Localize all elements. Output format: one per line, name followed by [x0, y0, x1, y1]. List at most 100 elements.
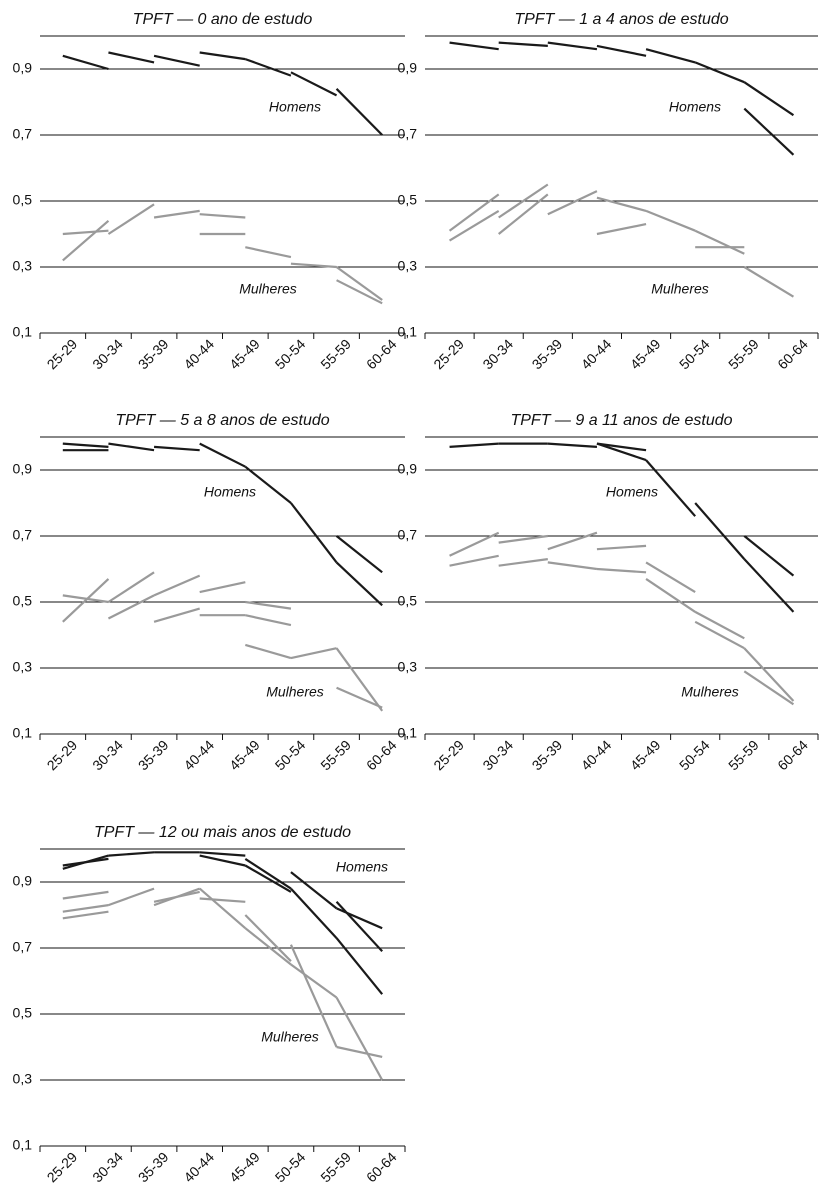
cohort-line	[335, 647, 384, 712]
y-tick-label: 0,7	[13, 126, 33, 142]
cohort-line	[290, 887, 338, 939]
chart-title: TPFT — 5 a 8 anos de estudo	[115, 412, 329, 429]
cohort-line	[547, 561, 598, 571]
cohort-line	[62, 904, 109, 913]
cohort-line	[199, 213, 246, 219]
cohort-line	[336, 686, 383, 709]
cohort-line	[335, 88, 383, 136]
cohort-line	[153, 890, 200, 903]
y-tick-label: 0,9	[398, 60, 418, 76]
cohort-line	[498, 558, 548, 567]
y-tick-label: 0,5	[13, 1005, 33, 1021]
cohort-line	[743, 107, 795, 156]
annotation: Homens	[204, 484, 256, 500]
y-tick-label: 0,7	[13, 527, 33, 543]
cohort-line	[743, 81, 795, 117]
x-tick-label: 60-64	[774, 737, 811, 774]
cohort-line	[596, 442, 647, 452]
cohort-line	[335, 937, 384, 995]
x-tick-label: 30-34	[89, 1149, 126, 1186]
cohort-line	[290, 502, 338, 564]
x-tick-label: 50-54	[676, 737, 713, 774]
panel: TPFT — 1 a 4 anos de estudo 0,1 0,3 0,5 0,7 0…	[398, 11, 819, 373]
cohort-line	[244, 465, 292, 504]
cohort-line	[244, 864, 292, 893]
annotation: Homens	[336, 859, 388, 875]
cohort-line	[498, 183, 549, 219]
cohort-line	[108, 887, 155, 907]
cohort-line	[694, 229, 745, 255]
x-tick-label: 25-29	[44, 336, 81, 373]
x-tick-label: 40-44	[180, 336, 217, 373]
cohort-line	[335, 561, 383, 607]
cohort-line	[244, 58, 292, 77]
cohort-line	[596, 567, 647, 574]
cohort-line	[743, 266, 795, 298]
y-tick-label: 0,3	[13, 258, 33, 274]
y-tick-label: 0,9	[398, 461, 418, 477]
cohort-line	[497, 193, 549, 235]
cohort-line	[62, 54, 109, 71]
x-tick-label: 50-54	[272, 336, 309, 373]
cohort-line	[743, 535, 795, 577]
panel: TPFT — 9 a 11 anos de estudo 0,1 0,3 0,5 0,7…	[398, 412, 819, 774]
cohort-line	[108, 51, 155, 64]
cohort-line	[62, 910, 109, 920]
chart-title: TPFT — 0 ano de estudo	[133, 11, 313, 28]
cohort-line	[336, 907, 383, 930]
x-tick-label: 60-64	[363, 737, 400, 774]
cohort-line	[153, 54, 200, 67]
cohort-line	[596, 442, 647, 462]
cohort-line	[62, 857, 109, 867]
x-tick-label: 55-59	[725, 737, 762, 774]
x-tick-label: 60-64	[363, 1149, 400, 1186]
x-tick-label: 40-44	[180, 1149, 217, 1186]
cohort-line	[596, 544, 647, 551]
cohort-line	[153, 445, 200, 452]
cohort-line	[645, 48, 696, 64]
cohort-line	[547, 531, 598, 551]
cohort-line	[547, 190, 598, 216]
cohort-line	[289, 944, 338, 1048]
cohort-line	[694, 502, 746, 560]
cohort-line	[547, 442, 598, 448]
annotation: Mulheres	[261, 1029, 319, 1045]
cohort-line	[694, 610, 745, 640]
x-tick-label: 30-34	[89, 737, 126, 774]
cohort-line	[62, 229, 109, 236]
cohort-line	[199, 854, 246, 867]
y-tick-label: 0,1	[13, 725, 33, 741]
annotation: Homens	[606, 484, 658, 500]
cohort-line	[645, 577, 696, 613]
x-tick-label: 40-44	[578, 737, 615, 774]
cohort-line	[449, 531, 500, 557]
x-tick-label: 45-49	[226, 336, 263, 373]
x-tick-label: 45-49	[226, 737, 263, 774]
x-tick-label: 50-54	[272, 1149, 309, 1186]
cohort-line	[645, 209, 696, 232]
cohort-line	[108, 442, 155, 452]
x-tick-label: 55-59	[317, 1149, 354, 1186]
cohort-line	[596, 196, 647, 212]
y-tick-label: 0,7	[398, 126, 418, 142]
cohort-line	[245, 600, 292, 610]
x-tick-label: 35-39	[135, 737, 172, 774]
x-tick-label: 55-59	[725, 336, 762, 373]
chart-title: TPFT — 1 a 4 anos de estudo	[514, 11, 728, 28]
cohort-line	[290, 71, 338, 97]
x-tick-label: 30-34	[479, 737, 516, 774]
cohort-line	[694, 61, 745, 84]
cohort-line	[199, 897, 246, 903]
cohort-line	[290, 647, 337, 660]
y-tick-label: 0,5	[398, 593, 418, 609]
annotation: Mulheres	[651, 281, 709, 297]
cohort-line	[107, 571, 155, 603]
cohort-line	[244, 914, 292, 962]
cohort-line	[199, 581, 246, 594]
cohort-line	[547, 41, 598, 51]
x-tick-label: 55-59	[317, 336, 354, 373]
x-tick-label: 25-29	[44, 1149, 81, 1186]
x-tick-label: 35-39	[135, 1149, 172, 1186]
x-tick-label: 60-64	[363, 336, 400, 373]
